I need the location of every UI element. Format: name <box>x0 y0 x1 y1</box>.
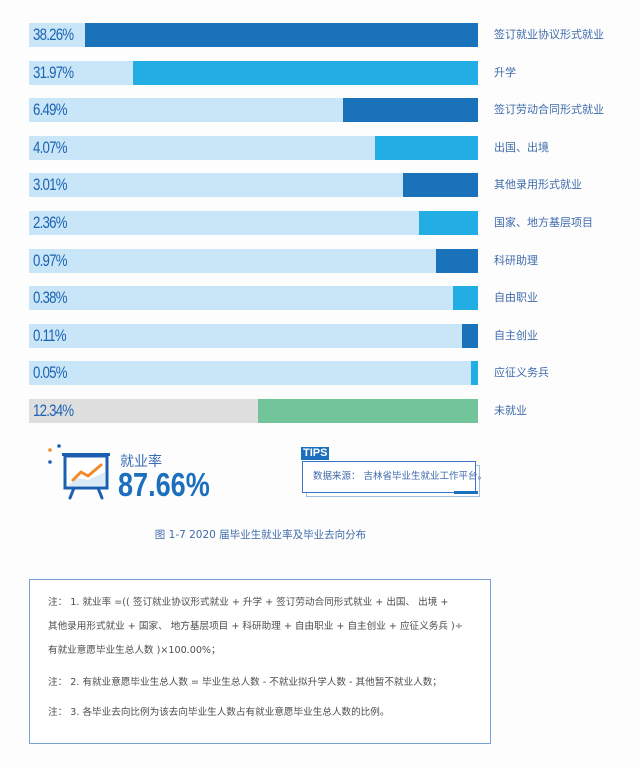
bar-track: 38.26% <box>29 23 478 47</box>
bar-fill <box>343 98 478 123</box>
bar-category-label: 签订就业协议形式就业 <box>494 28 604 41</box>
bar-track: 3.01% <box>29 173 478 198</box>
bar-category-label: 签订劳动合同形式就业 <box>494 103 604 117</box>
bar-category-label: 应征义务兵 <box>494 366 549 380</box>
bar-value-label: 0.05% <box>33 363 67 383</box>
bar-category-label: 升学 <box>494 65 516 79</box>
notes-box: 注： 1. 就业率 =(( 签订就业协议形式就业 + 升学 + 签订劳动合同形式… <box>29 579 491 744</box>
bar-fill <box>403 173 478 198</box>
bar-category-label: 自主创业 <box>494 328 538 342</box>
note-line: 注： 3. 各毕业去向比例为该去向毕业生人数占有就业意愿毕业生总人数的比例。 <box>48 707 390 718</box>
bar-value-label: 12.34% <box>33 401 74 420</box>
bar-value-label: 2.36% <box>33 213 67 232</box>
bar-fill <box>462 323 478 348</box>
bar-fill <box>258 399 478 423</box>
bar-category-label: 自由职业 <box>494 291 538 305</box>
bar-fill <box>419 211 478 235</box>
bar-value-label: 0.11% <box>33 325 67 345</box>
bar-track: 4.07% <box>29 135 478 160</box>
bar-value-label: 4.07% <box>33 137 67 157</box>
bar-fill <box>471 361 478 386</box>
bar-category-label: 其他录用形式就业 <box>494 178 582 192</box>
bar-track: 0.38% <box>29 286 478 311</box>
bar-category-label: 未就业 <box>494 404 527 417</box>
bar-track: 2.36% <box>29 211 478 235</box>
bar-category-label: 国家、地方基层项目 <box>494 216 593 229</box>
employment-rate-value: 87.66% <box>118 466 210 503</box>
bar-track: 0.05% <box>29 361 478 386</box>
bar-value-label: 38.26% <box>33 25 74 44</box>
bar-fill <box>453 286 478 311</box>
tips-tag: TIPS <box>301 447 330 460</box>
bar-value-label: 3.01% <box>33 175 67 195</box>
tips-box: 数据来源： 吉林省毕业生就业工作平台。 <box>302 461 487 493</box>
note-line: 有就业意愿毕业生总人数 )×100.00%； <box>48 645 221 656</box>
bar-value-label: 6.49% <box>33 100 67 120</box>
tips-accent <box>454 491 478 494</box>
presentation-chart-icon <box>48 444 110 500</box>
bar-fill <box>375 135 478 160</box>
bar-track: 0.11% <box>29 323 478 348</box>
note-line: 注： 1. 就业率 =(( 签订就业协议形式就业 + 升学 + 签订劳动合同形式… <box>48 597 449 608</box>
bar-fill <box>85 23 478 47</box>
bar-category-label: 科研助理 <box>494 253 538 267</box>
figure-caption: 图 1-7 2020 届毕业生就业率及毕业去向分布 <box>154 529 367 541</box>
note-line: 注： 2. 有就业意愿毕业生总人数 = 毕业生总人数 - 不就业拟升学人数 - … <box>48 677 442 688</box>
bar-track: 6.49% <box>29 98 478 123</box>
bar-fill <box>133 60 478 85</box>
bar-value-label: 0.38% <box>33 288 67 308</box>
bar-value-label: 31.97% <box>33 62 74 82</box>
employment-rate-label: 就业率 <box>120 454 162 470</box>
bar-track: 12.34% <box>29 399 478 423</box>
tips-source-text: 数据来源： 吉林省毕业生就业工作平台。 <box>313 471 488 482</box>
bar-category-label: 出国、出境 <box>494 140 549 154</box>
note-line: 其他录用形式就业 + 国家、 地方基层项目 + 科研助理 + 自由职业 + 自主… <box>48 621 463 632</box>
bar-fill <box>436 248 478 273</box>
bar-track: 31.97% <box>29 60 478 85</box>
bar-value-label: 0.97% <box>33 250 67 270</box>
bar-track: 0.97% <box>29 248 478 273</box>
